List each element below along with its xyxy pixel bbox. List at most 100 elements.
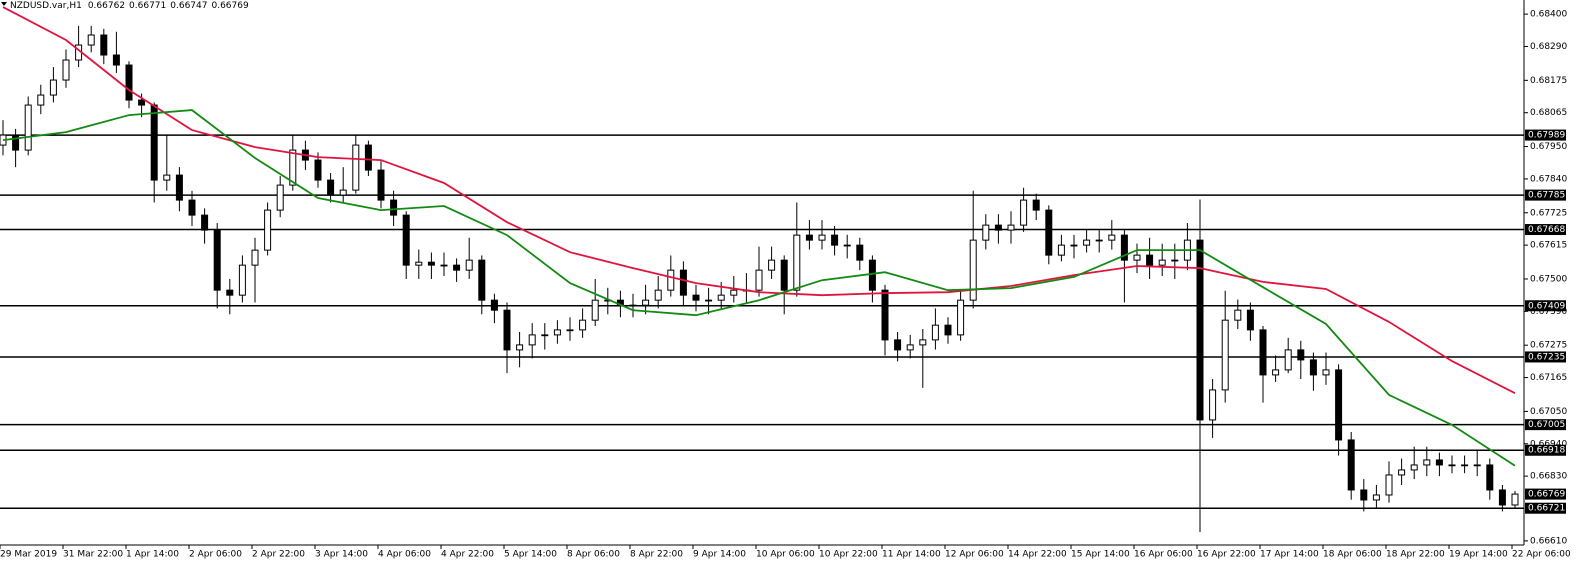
candle-body	[377, 169, 385, 201]
x-tick-label: 18 Apr 06:00	[1323, 550, 1382, 560]
x-tick-label: 4 Apr 22:00	[441, 550, 494, 560]
candle-body	[755, 269, 763, 291]
quote-low: 0.66747	[170, 1, 207, 11]
candle-body	[705, 299, 713, 302]
candle-body	[364, 144, 372, 171]
candle-body	[1196, 239, 1204, 421]
current-price-box	[1525, 488, 1566, 500]
candle-body	[1007, 224, 1015, 231]
candle-body	[12, 134, 20, 151]
candle-body	[541, 334, 549, 337]
candle-body	[1272, 369, 1280, 376]
level-label: 0.67235	[1528, 352, 1565, 362]
candle-body	[150, 104, 158, 181]
moving-average	[2, 109, 1516, 467]
candle-body	[138, 99, 146, 106]
candle-body	[667, 269, 675, 291]
candle-body	[1385, 474, 1393, 496]
header-text: NZDUSD.var,H1 0.66762 0.66771 0.66747 0.6676…	[10, 1, 249, 11]
y-tick-label: 0.68175	[1530, 76, 1567, 86]
candle-body	[62, 59, 70, 81]
candle-body	[1083, 239, 1091, 246]
y-tick-label: 0.67950	[1530, 142, 1567, 152]
candle-body	[1020, 199, 1028, 226]
x-tick-label: 10 Apr 06:00	[756, 550, 815, 560]
candle-body	[843, 244, 851, 247]
candle-body	[87, 34, 95, 46]
candle-body	[805, 234, 813, 241]
x-tick-label: 18 Apr 22:00	[1386, 550, 1445, 560]
candle-body	[944, 324, 952, 336]
candle-body	[1209, 389, 1217, 421]
x-tick-label: 31 Mar 22:00	[63, 550, 123, 560]
candle-body	[1070, 244, 1078, 247]
candle-body	[1486, 464, 1494, 491]
x-tick-label: 16 Apr 22:00	[1197, 550, 1256, 560]
level-label: 0.67409	[1528, 301, 1565, 311]
y-tick-label: 0.67165	[1530, 373, 1567, 383]
candle-body	[856, 244, 864, 261]
candle-body	[1322, 369, 1330, 376]
x-tick-label: 22 Apr 06:00	[1512, 550, 1571, 560]
x-tick-label: 16 Apr 06:00	[1134, 550, 1193, 560]
current-price-label: 0.66769	[1528, 490, 1565, 500]
candle-body	[1108, 234, 1116, 241]
candle-body	[516, 344, 524, 351]
candle-body	[1309, 359, 1317, 376]
candle-body	[1045, 209, 1053, 256]
candle-body	[1095, 239, 1103, 242]
candle-body	[465, 259, 473, 271]
candle-body	[780, 259, 788, 291]
y-tick-label: 0.67500	[1530, 274, 1567, 284]
candle-body	[1158, 259, 1166, 266]
candle-body	[163, 174, 171, 181]
candle-body	[553, 329, 561, 336]
candle-body	[201, 214, 209, 231]
x-tick-label: 4 Apr 06:00	[378, 550, 431, 560]
candle-body	[1246, 309, 1254, 331]
x-tick-label: 17 Apr 14:00	[1260, 550, 1319, 560]
candle-body	[1448, 464, 1456, 467]
x-tick-label: 9 Apr 14:00	[693, 550, 746, 560]
candle-body	[906, 344, 914, 351]
candle-body	[654, 289, 662, 301]
candle-body	[629, 304, 637, 307]
moving-average	[2, 6, 1516, 395]
candle-body	[1360, 489, 1368, 501]
y-tick-label: 0.67840	[1530, 174, 1567, 184]
x-tick-label: 2 Apr 06:00	[189, 550, 242, 560]
candle-body	[818, 234, 826, 241]
candle-body	[339, 189, 347, 196]
candle-body	[528, 334, 536, 346]
x-tick-label: 11 Apr 14:00	[882, 550, 941, 560]
candle-body	[213, 229, 221, 291]
candle-body	[717, 294, 725, 301]
candle-body	[692, 294, 700, 301]
candle-body	[478, 259, 486, 301]
candle-body	[1335, 369, 1343, 441]
candle-body	[957, 299, 965, 336]
level-label: 0.66918	[1528, 446, 1565, 456]
candle-body	[1057, 244, 1065, 256]
y-tick-label: 0.67390	[1530, 307, 1567, 317]
quote-open: 0.66762	[88, 1, 125, 11]
y-tick-label: 0.66940	[1530, 439, 1567, 449]
candle-body	[37, 94, 45, 106]
level-label-box	[1525, 129, 1566, 141]
level-label: 0.66721	[1528, 504, 1565, 514]
x-tick-label: 10 Apr 22:00	[819, 550, 878, 560]
x-tick-label: 8 Apr 06:00	[567, 550, 620, 560]
level-label-box	[1525, 300, 1566, 312]
y-tick-label: 0.67275	[1530, 341, 1567, 351]
candle-body	[1146, 254, 1154, 266]
header-icon	[1, 2, 7, 6]
candle-body	[1297, 349, 1305, 361]
x-tick-label: 1 Apr 14:00	[126, 550, 179, 560]
candle-body	[1032, 199, 1040, 211]
candle-body	[390, 199, 398, 216]
y-tick-label: 0.68065	[1530, 108, 1567, 118]
y-tick-label: 0.67050	[1530, 407, 1567, 417]
level-label-box	[1525, 444, 1566, 456]
quote-close: 0.66769	[211, 1, 248, 11]
